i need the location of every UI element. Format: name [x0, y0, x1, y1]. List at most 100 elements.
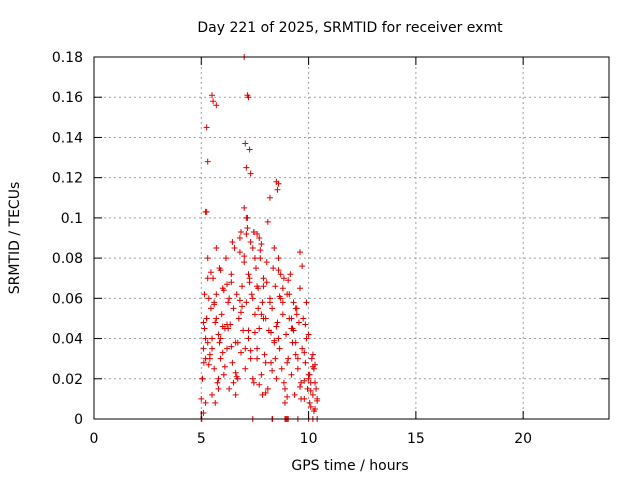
data-point — [268, 329, 275, 336]
data-point — [273, 323, 280, 330]
data-point — [307, 387, 314, 394]
data-point — [233, 291, 240, 298]
data-point — [230, 305, 237, 312]
data-point — [283, 331, 290, 338]
data-point — [272, 283, 279, 290]
data-point — [244, 214, 251, 221]
data-point — [279, 285, 286, 292]
data-point — [241, 259, 248, 266]
data-point — [259, 299, 266, 306]
data-point — [237, 309, 244, 316]
data-point — [202, 399, 209, 406]
data-point — [241, 204, 248, 211]
data-point — [293, 311, 300, 318]
data-point — [225, 299, 232, 306]
data-point — [220, 371, 227, 378]
data-point — [218, 311, 225, 318]
data-point — [225, 325, 232, 332]
data-point — [234, 339, 241, 346]
data-point — [242, 140, 249, 147]
gridlines — [94, 57, 609, 419]
data-point — [219, 323, 226, 330]
data-point — [228, 271, 235, 278]
data-point — [215, 385, 222, 392]
data-point — [307, 403, 314, 410]
y-tick-label: 0.16 — [52, 90, 83, 106]
y-axis-label: SRMTID / TECUs — [7, 182, 23, 295]
data-point — [274, 319, 281, 326]
data-point — [215, 375, 222, 382]
data-point — [260, 315, 267, 322]
data-point — [288, 315, 295, 322]
data-point — [269, 305, 276, 312]
data-point — [217, 335, 224, 342]
chart-title: Day 221 of 2025, SRMTID for receiver exm… — [197, 20, 503, 36]
data-point — [299, 345, 306, 352]
data-point — [305, 331, 312, 338]
data-point — [205, 295, 212, 302]
data-point — [224, 281, 231, 288]
data-point — [235, 315, 242, 322]
data-point — [210, 275, 217, 282]
data-point — [309, 391, 316, 398]
data-point — [207, 305, 214, 312]
data-point — [291, 391, 298, 398]
data-point — [277, 271, 284, 278]
data-point — [200, 345, 207, 352]
data-point — [249, 245, 256, 252]
data-point — [200, 319, 207, 326]
data-point — [228, 279, 235, 286]
data-point — [204, 275, 211, 282]
data-point — [254, 345, 261, 352]
data-point — [240, 327, 247, 334]
data-point — [256, 235, 263, 241]
data-point — [217, 267, 224, 274]
data-point — [203, 124, 210, 131]
data-point — [209, 92, 216, 99]
data-point — [219, 349, 226, 356]
data-point — [211, 301, 218, 308]
data-point — [275, 180, 282, 187]
data-point — [233, 373, 240, 380]
data-point — [275, 335, 282, 342]
y-tick-label: 0.12 — [52, 171, 83, 187]
data-point — [212, 399, 219, 406]
y-tick-label: 0.18 — [52, 50, 83, 66]
data-point — [201, 291, 208, 298]
data-point — [286, 291, 293, 298]
data-point — [209, 391, 216, 398]
data-point — [309, 363, 316, 370]
data-point — [268, 359, 275, 366]
data-point — [245, 327, 252, 334]
y-tick-label: 0.1 — [61, 211, 83, 227]
data-point — [284, 393, 291, 400]
data-point — [232, 369, 239, 376]
data-point — [243, 164, 250, 171]
data-point — [254, 230, 261, 237]
data-point — [314, 397, 321, 404]
y-tick-label: 0.14 — [52, 130, 83, 146]
data-point — [303, 335, 310, 342]
data-point — [221, 363, 228, 370]
data-point — [248, 291, 255, 298]
data-point — [229, 359, 236, 366]
data-point — [213, 291, 220, 298]
data-point — [256, 381, 263, 388]
data-point — [292, 305, 299, 312]
data-point — [224, 345, 231, 352]
data-point — [245, 271, 252, 278]
data-point — [304, 385, 311, 392]
data-point — [276, 345, 283, 352]
data-point — [290, 327, 297, 334]
data-point — [228, 343, 235, 350]
data-point — [303, 299, 310, 306]
x-tick-label: 15 — [407, 431, 425, 447]
data-point — [301, 349, 308, 356]
data-point — [251, 255, 258, 262]
data-point — [239, 303, 246, 310]
x-tick-label: 20 — [514, 431, 532, 447]
data-point — [271, 245, 278, 252]
data-point — [203, 315, 210, 322]
data-point — [276, 293, 283, 300]
data-point — [216, 339, 223, 346]
